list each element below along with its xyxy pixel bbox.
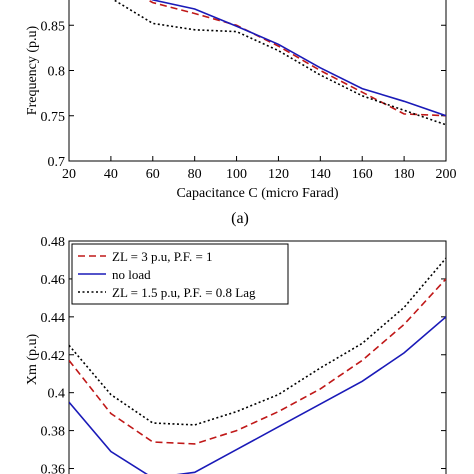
chart-frequency: 20 40 60 80 100 120 140 160 180 200 0.7 0.75 0.8 0.85…: [25, 0, 457, 201]
caption-a: (a): [231, 210, 249, 227]
legend-box: [71, 243, 289, 305]
y-tick-label: 0.46: [41, 273, 66, 288]
series-group: [69, 257, 446, 474]
y-tick-label: 0.4: [48, 387, 66, 402]
plot-frame: [68, 0, 447, 162]
x-tick-label: 20: [62, 167, 76, 182]
y-axis-label: Frequency (p.u): [25, 25, 40, 115]
x-tick-label: 120: [268, 167, 289, 182]
x-tick-label: 160: [352, 167, 373, 182]
y-tick-label: 0.36: [41, 463, 66, 474]
legend-label-1: ZL = 3 p.u, P.F. = 1: [112, 249, 213, 264]
series-line-1: [69, 278, 446, 445]
y-tick-label: 0.85: [41, 19, 66, 34]
series-line-2: [151, 0, 446, 117]
series-group: [112, 0, 446, 126]
x-tick-label: 140: [310, 167, 331, 182]
series-line-3: [69, 257, 446, 426]
x-tick-label: 200: [436, 167, 457, 182]
y-tick-label: 0.42: [41, 349, 66, 364]
y-tick-label: 0.7: [48, 155, 66, 170]
x-tick-label: 80: [188, 167, 202, 182]
series-line-3: [112, 0, 446, 126]
x-axis-label: Capacitance C (micro Farad): [176, 186, 338, 201]
series-line-1: [146, 0, 446, 117]
legend-label-3: ZL = 1.5 p.u, P.F. = 0.8 Lag: [112, 285, 256, 300]
legend-label-2: no load: [112, 267, 151, 282]
y-tick-label: 0.44: [41, 311, 66, 326]
x-tick-label: 40: [104, 167, 118, 182]
x-tick-label: 180: [394, 167, 415, 182]
plot-frame: [68, 240, 447, 474]
y-axis-label: Xm (p.u): [25, 334, 40, 386]
y-tick-label: 0.38: [41, 425, 66, 440]
y-tick-label: 0.48: [41, 235, 66, 250]
chart-xm: 0.36 0.38 0.4 0.42 0.44 0.46 0.48 Xm (p.u) ZL = …: [25, 235, 447, 474]
x-tick-label: 60: [146, 167, 160, 182]
series-line-2: [69, 316, 446, 474]
x-tick-label: 100: [226, 167, 247, 182]
y-tick-label: 0.75: [41, 110, 66, 125]
y-tick-label: 0.8: [48, 65, 66, 80]
